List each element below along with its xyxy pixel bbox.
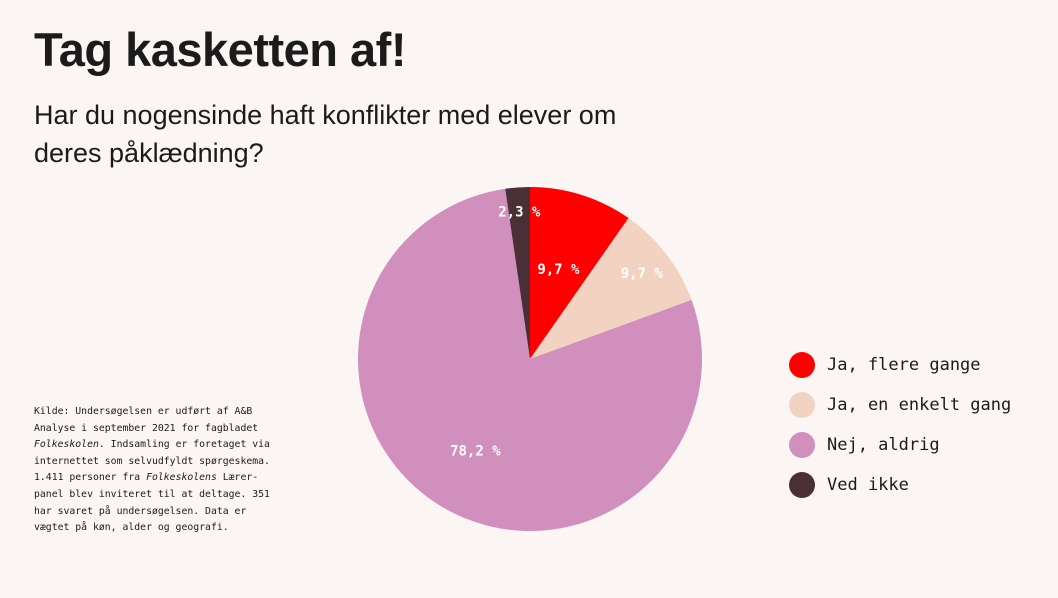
slice-label-3: 78,2 % [450, 444, 501, 460]
legend-item-2: Ja, en enkelt gang [789, 392, 1011, 418]
chart-subtitle: Har du nogensinde haft konflikter med el… [34, 100, 617, 168]
legend-label-2: Ja, en enkelt gang [827, 395, 1012, 415]
pie-slice-3 [357, 188, 702, 531]
legend-swatch-2 [789, 392, 815, 418]
source-text-3: Lærer-panel blev inviteret til at deltag… [34, 472, 270, 534]
legend-item-1: Ja, flere gange [789, 352, 1011, 378]
source-note: Kilde: Undersøgelsen er udført af A&B An… [34, 404, 284, 537]
source-text-2: . Indsamling er foretaget via internette… [34, 439, 270, 484]
legend-item-4: Ved ikke [789, 472, 1011, 498]
source-text-1: Kilde: Undersøgelsen er udført af A&B An… [34, 406, 259, 434]
slice-label-2: 9,7 % [621, 266, 664, 282]
legend-item-3: Nej, aldrig [789, 432, 1011, 458]
slice-label-1: 9,7 % [537, 262, 580, 278]
pie-slice-1 [530, 187, 629, 359]
legend-swatch-3 [789, 432, 815, 458]
source-italic-2: Folkeskolens [146, 472, 217, 484]
pie-slice-2 [530, 218, 692, 359]
chart-title: Tag kasketten af! [34, 23, 406, 76]
legend: Ja, flere gange Ja, en enkelt gang Nej, al… [789, 352, 1011, 512]
legend-swatch-4 [789, 472, 815, 498]
legend-label-1: Ja, flere gange [827, 355, 981, 375]
legend-label-4: Ved ikke [827, 475, 909, 495]
pie-slice-4 [505, 187, 530, 359]
slice-label-4: 2,3 % [498, 204, 541, 220]
legend-label-3: Nej, aldrig [827, 435, 940, 455]
source-italic-1: Folkeskolen [34, 439, 99, 451]
legend-swatch-1 [789, 352, 815, 378]
